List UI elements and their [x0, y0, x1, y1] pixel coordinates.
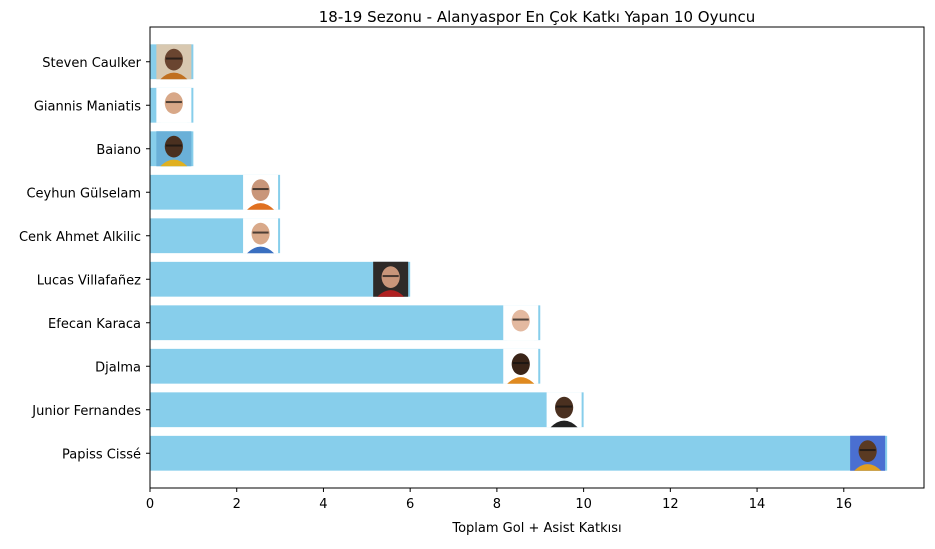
- x-tick-label: 12: [662, 497, 679, 512]
- bar: [150, 435, 888, 471]
- y-tick-label: Efecan Karaca: [48, 317, 141, 332]
- x-tick-label: 2: [233, 497, 241, 512]
- y-tick-label: Papiss Cissé: [62, 447, 141, 462]
- x-tick-label: 10: [575, 497, 592, 512]
- bar: [150, 305, 541, 341]
- y-tick-label: Baiano: [96, 143, 141, 158]
- y-tick-label: Cenk Ahmet Alkilic: [19, 230, 141, 245]
- y-tick-label: Steven Caulker: [42, 56, 141, 71]
- player-photo-icon: [243, 218, 279, 254]
- x-tick-label: 16: [836, 497, 853, 512]
- y-tick-label: Ceyhun Gülselam: [26, 186, 141, 201]
- chart-title: 18-19 Sezonu - Alanyaspor En Çok Katkı Y…: [319, 8, 755, 26]
- x-tick-label: 0: [146, 497, 154, 512]
- bars-layer: [150, 44, 888, 471]
- y-tick-label: Junior Fernandes: [31, 404, 141, 419]
- y-tick-label: Giannis Maniatis: [34, 99, 141, 114]
- bar: [150, 348, 541, 384]
- bar: [150, 261, 411, 297]
- y-tick-label: Lucas Villafañez: [37, 273, 141, 288]
- bar: [150, 392, 584, 428]
- plot-frame: [149, 26, 925, 489]
- x-axis-label: Toplam Gol + Asist Katkısı: [451, 521, 621, 536]
- player-photo-icon: [373, 261, 409, 297]
- player-photo-icon: [850, 435, 886, 471]
- player-photo-icon: [503, 305, 539, 341]
- player-photo-icon: [156, 44, 192, 80]
- player-photo-icon: [156, 87, 192, 123]
- x-tick-label: 6: [406, 497, 414, 512]
- player-photo-icon: [546, 392, 582, 428]
- x-tick-label: 14: [749, 497, 766, 512]
- y-tick-label: Djalma: [95, 360, 141, 375]
- player-photo-icon: [503, 348, 539, 384]
- photos-layer: [156, 44, 886, 471]
- x-axis: 0 2 4 6 8 10 12 14 16: [146, 488, 852, 512]
- x-tick-label: 4: [319, 497, 327, 512]
- player-photo-icon: [156, 131, 192, 167]
- y-axis: Papiss Cissé Junior Fernandes Djalma Efecan…: [19, 56, 150, 462]
- player-photo-icon: [243, 174, 279, 210]
- x-tick-label: 8: [493, 497, 501, 512]
